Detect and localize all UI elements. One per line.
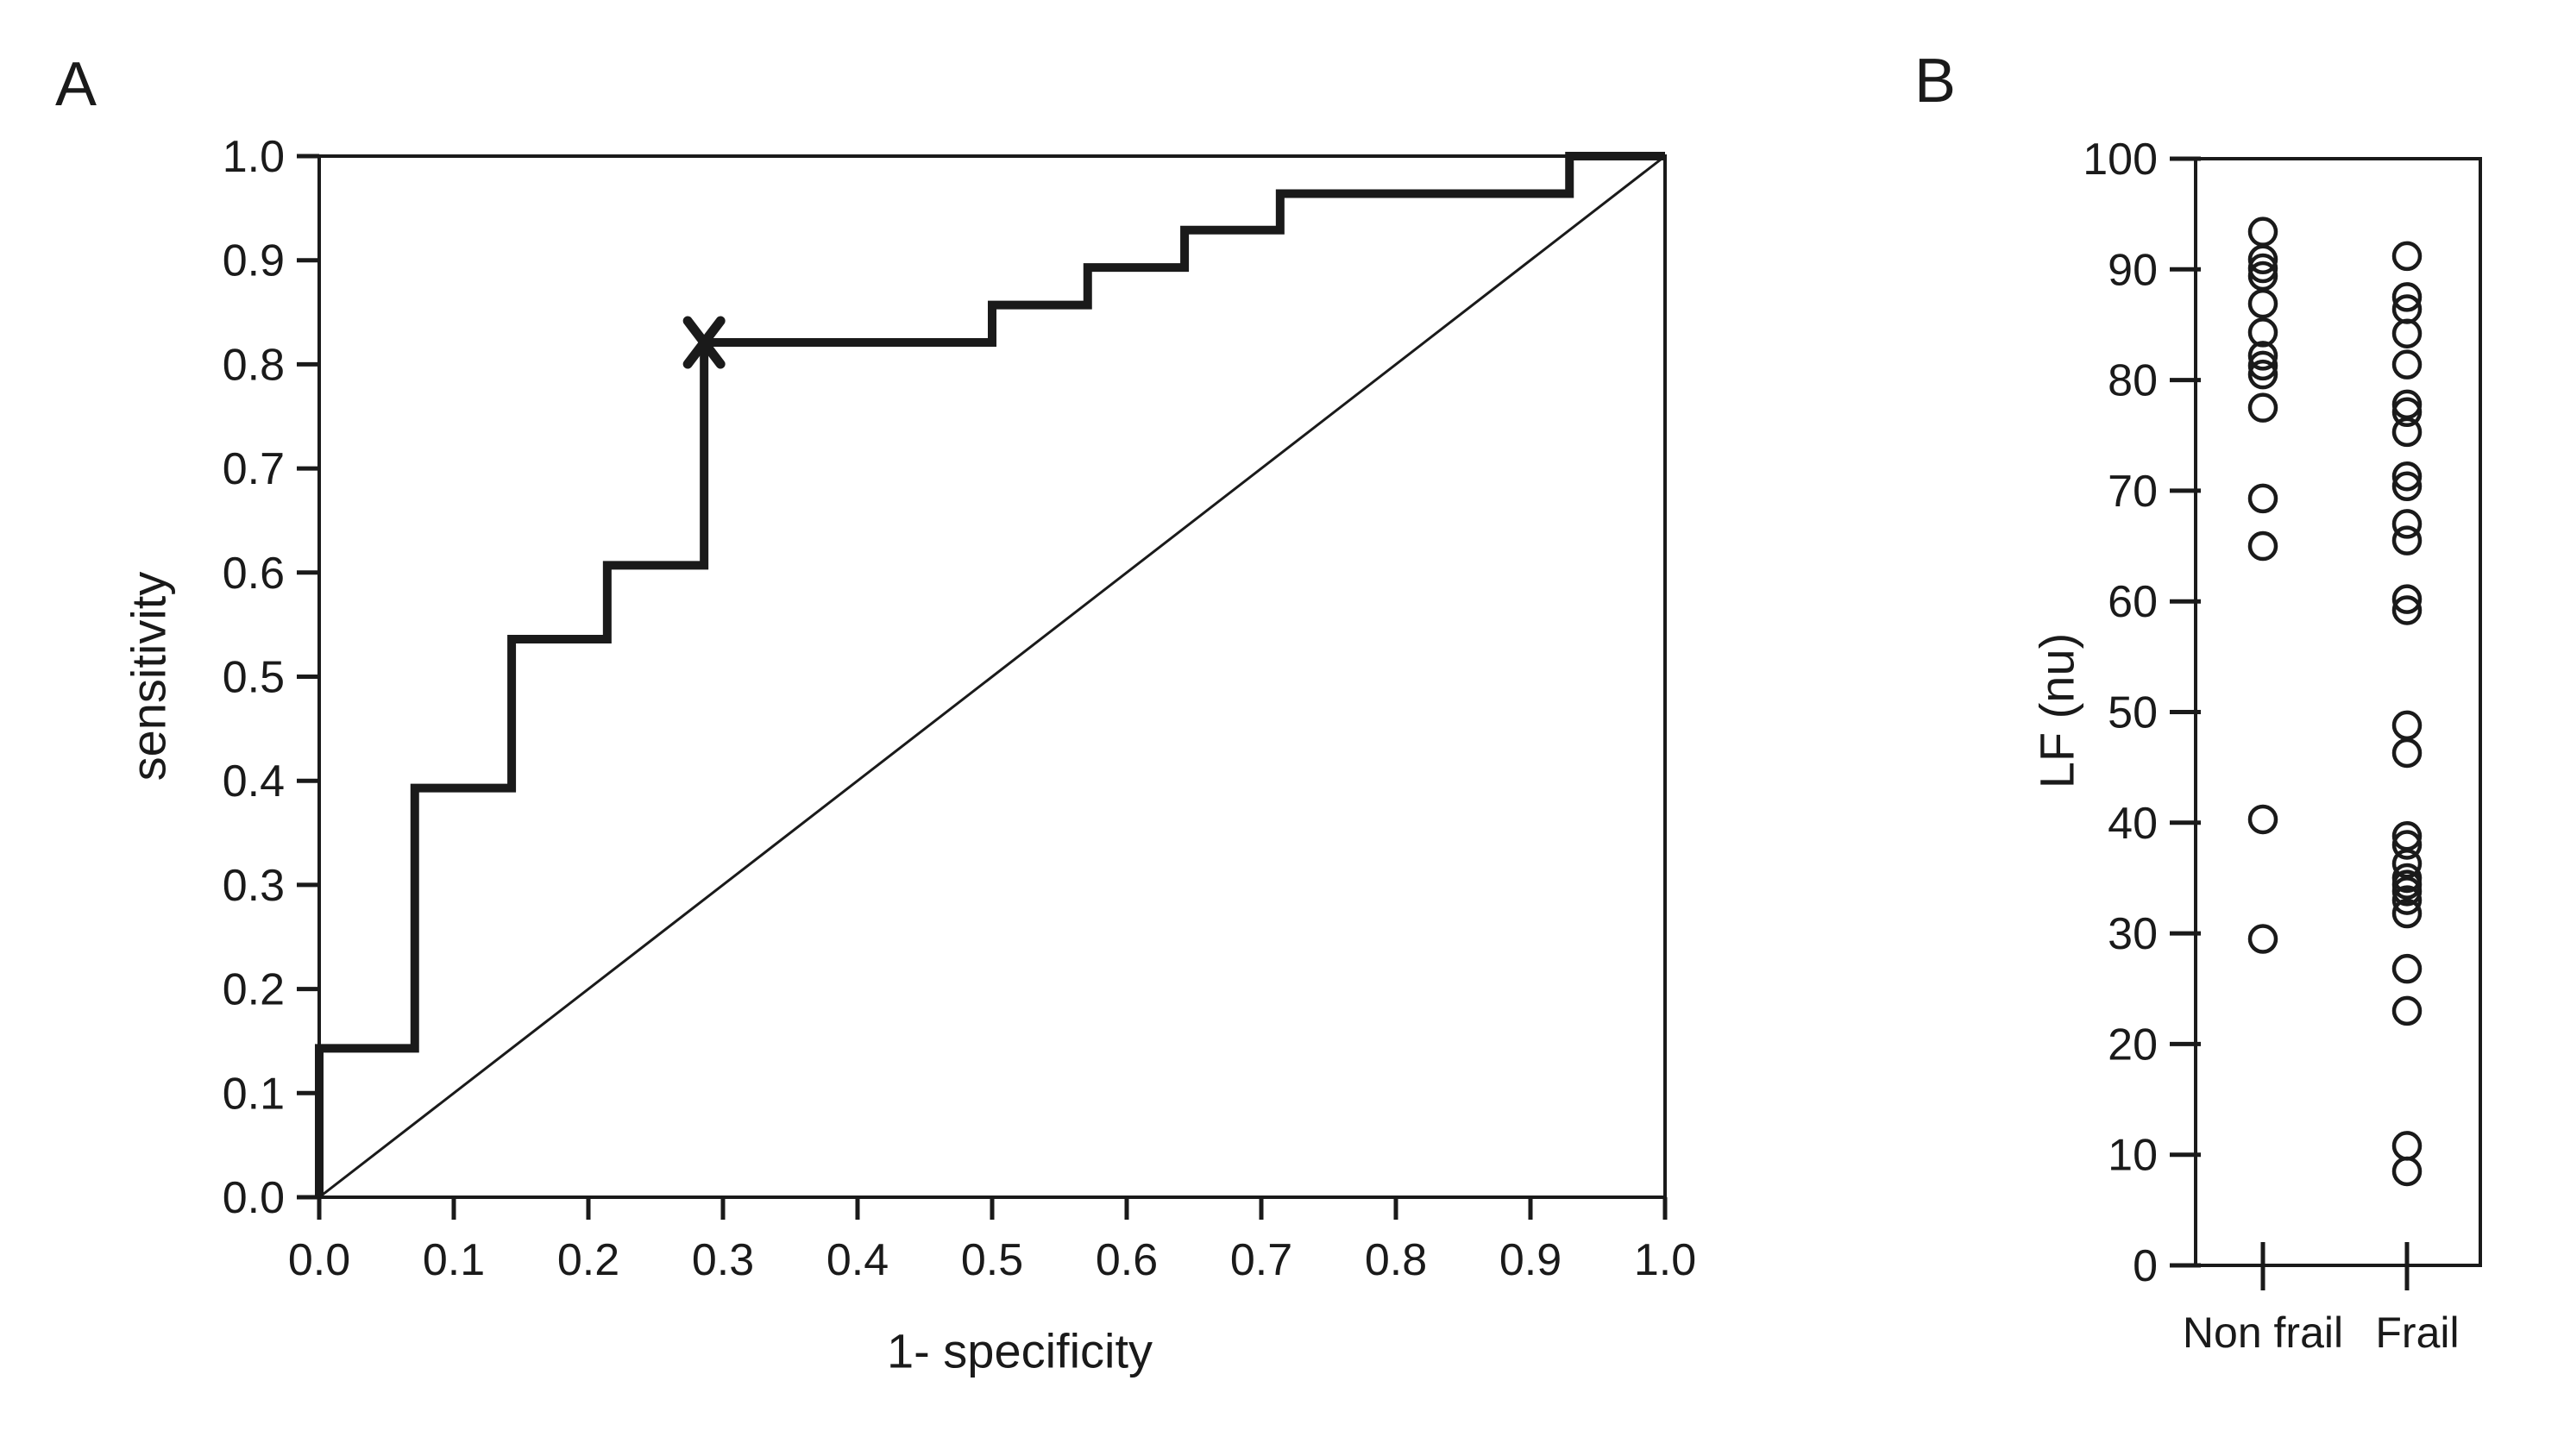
data-point-circle — [2247, 924, 2278, 954]
lf-y-tick-label: 70 — [2108, 467, 2158, 517]
panel-a-x-axis-title: 1- specificity — [886, 1323, 1153, 1378]
lf-y-tick-label: 0 — [2133, 1241, 2158, 1291]
roc-y-tick-label: 0.5 — [223, 653, 285, 703]
roc-y-tick-label: 0.4 — [223, 756, 285, 806]
dot-series-non-frail — [2247, 217, 2278, 954]
data-point-circle — [2247, 530, 2278, 562]
x-marker-stroke — [682, 316, 726, 369]
group-label: Non frail — [2183, 1309, 2343, 1357]
data-point-circle — [2247, 253, 2278, 284]
data-point-circle — [2391, 241, 2423, 272]
chance-diagonal — [318, 154, 1666, 1199]
data-point-circle — [2391, 885, 2423, 915]
data-point-circle — [2391, 710, 2423, 741]
data-point-circle — [2391, 461, 2423, 492]
cutoff-x-marker — [682, 316, 726, 369]
roc-y-tick-label: 0.7 — [223, 444, 285, 494]
roc-chart: 0.0 0.1 0.2 0.3 0.4 0.5 0.6 0.7 0.8 0.9 1.0 0.0 0.1 0… — [223, 132, 1696, 1285]
data-point-circle — [2247, 288, 2278, 319]
lf-y-tick-label: 80 — [2108, 356, 2158, 406]
roc-x-tick-label: 0.7 — [1230, 1235, 1292, 1285]
data-point-circle — [2391, 318, 2423, 348]
data-point-circle — [2391, 349, 2423, 380]
data-point-circle — [2247, 804, 2278, 835]
data-point-circle — [2247, 244, 2278, 275]
roc-x-tick-label: 0.4 — [826, 1235, 889, 1285]
data-point-circle — [2391, 830, 2423, 860]
lf-y-tick-label: 100 — [2083, 135, 2158, 185]
dot-plot-frame — [2194, 157, 2482, 1267]
lf-y-tick-label: 40 — [2108, 799, 2158, 849]
panel-b-letter: B — [1914, 47, 1957, 116]
roc-y-tick-label: 0.6 — [223, 549, 285, 599]
data-point-circle — [2391, 1156, 2423, 1187]
roc-curve — [315, 152, 1665, 1197]
data-point-circle — [2391, 471, 2423, 502]
roc-y-tick-label: 1.0 — [223, 132, 285, 182]
data-point-circle — [2391, 282, 2423, 312]
data-point-circle — [2247, 350, 2278, 381]
roc-x-tick-label: 0.9 — [1499, 1235, 1562, 1285]
data-point-circle — [2391, 898, 2423, 929]
data-point-circle — [2391, 737, 2423, 769]
data-point-circle — [2247, 317, 2278, 348]
lf-y-tick-label: 90 — [2108, 245, 2158, 295]
dot-plot-axis-ticks: 0 10 20 30 40 50 60 70 80 90 100 Non frail Frail — [2083, 135, 2459, 1357]
roc-y-tick-label: 0.1 — [223, 1069, 285, 1119]
roc-y-tick-label: 0.0 — [223, 1173, 285, 1223]
lf-y-tick-label: 20 — [2108, 1020, 2158, 1070]
dot-series-frail — [2391, 241, 2423, 1187]
data-point-circle — [2247, 392, 2278, 423]
data-point-circle — [2391, 397, 2423, 428]
data-point-circle — [2391, 584, 2423, 614]
roc-x-tick-label: 0.8 — [1365, 1235, 1427, 1285]
data-point-circle — [2391, 1131, 2423, 1161]
data-point-circle — [2247, 483, 2278, 514]
data-point-circle — [2247, 359, 2278, 390]
data-point-circle — [2391, 876, 2423, 907]
roc-y-tick-label: 0.3 — [223, 861, 285, 911]
roc-x-tick-label: 0.2 — [557, 1235, 619, 1285]
roc-x-tick-label: 0.3 — [692, 1235, 754, 1285]
data-point-circle — [2391, 595, 2423, 625]
data-point-circle — [2391, 953, 2423, 984]
roc-x-tick-label: 0.6 — [1096, 1235, 1158, 1285]
lf-y-tick-label: 10 — [2108, 1131, 2158, 1181]
roc-y-tick-label: 0.8 — [223, 340, 285, 390]
roc-x-tick-label: 0.0 — [288, 1235, 350, 1285]
data-point-circle — [2247, 217, 2278, 247]
lf-y-tick-label: 60 — [2108, 577, 2158, 627]
lf-y-tick-label: 30 — [2108, 909, 2158, 959]
roc-x-tick-label: 0.5 — [961, 1235, 1023, 1285]
data-point-circle — [2391, 525, 2423, 555]
data-point-circle — [2391, 509, 2423, 539]
roc-y-tick-label: 0.2 — [223, 965, 285, 1015]
roc-y-tick-label: 0.9 — [223, 236, 285, 286]
group-label: Frail — [2375, 1309, 2459, 1357]
lf-y-tick-label: 50 — [2108, 688, 2158, 738]
data-point-circle — [2247, 341, 2278, 371]
roc-axis-ticks: 0.0 0.1 0.2 0.3 0.4 0.5 0.6 0.7 0.8 0.9 1.0 0.0 0.1 0… — [223, 132, 1696, 1285]
lf-dot-plot: 0 10 20 30 40 50 60 70 80 90 100 Non frail Frail — [2083, 135, 2482, 1357]
panel-a-letter: A — [54, 50, 97, 119]
roc-x-tick-label: 1.0 — [1634, 1235, 1696, 1285]
roc-x-tick-label: 0.1 — [423, 1235, 485, 1285]
data-point-circle — [2391, 417, 2423, 448]
data-point-circle — [2391, 995, 2423, 1026]
